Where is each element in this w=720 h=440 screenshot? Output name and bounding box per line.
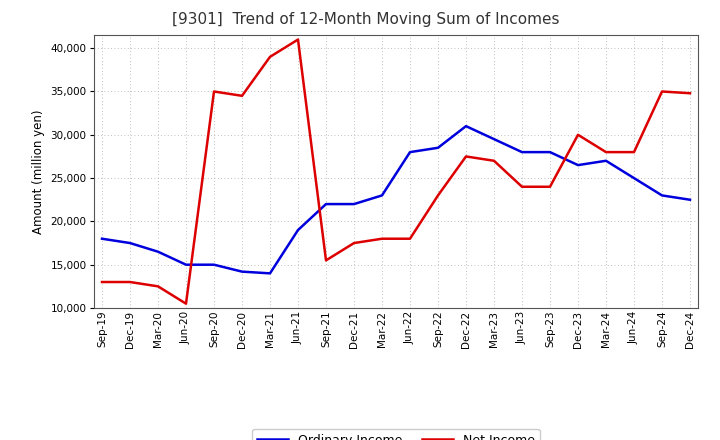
Ordinary Income [153, 249, 162, 254]
Net Income [126, 279, 135, 285]
Ordinary Income [210, 262, 218, 268]
Ordinary Income [181, 262, 190, 268]
Line: Net Income: Net Income [102, 40, 690, 304]
Ordinary Income [546, 150, 554, 155]
Net Income [630, 150, 639, 155]
Net Income [602, 150, 611, 155]
Net Income [433, 193, 442, 198]
Ordinary Income [266, 271, 274, 276]
Net Income [657, 89, 666, 94]
Net Income [490, 158, 498, 163]
Net Income [462, 154, 470, 159]
Ordinary Income [98, 236, 107, 242]
Ordinary Income [433, 145, 442, 150]
Legend: Ordinary Income, Net Income: Ordinary Income, Net Income [252, 429, 540, 440]
Ordinary Income [490, 136, 498, 142]
Net Income [181, 301, 190, 306]
Ordinary Income [602, 158, 611, 163]
Net Income [546, 184, 554, 189]
Ordinary Income [405, 150, 414, 155]
Net Income [210, 89, 218, 94]
Line: Ordinary Income: Ordinary Income [102, 126, 690, 273]
Net Income [153, 284, 162, 289]
Ordinary Income [238, 269, 246, 274]
Ordinary Income [350, 202, 359, 207]
Net Income [378, 236, 387, 242]
Ordinary Income [518, 150, 526, 155]
Ordinary Income [126, 240, 135, 246]
Net Income [574, 132, 582, 137]
Y-axis label: Amount (million yen): Amount (million yen) [32, 110, 45, 234]
Net Income [322, 258, 330, 263]
Net Income [98, 279, 107, 285]
Ordinary Income [322, 202, 330, 207]
Net Income [518, 184, 526, 189]
Net Income [238, 93, 246, 99]
Ordinary Income [630, 176, 639, 181]
Net Income [405, 236, 414, 242]
Net Income [294, 37, 302, 42]
Ordinary Income [462, 124, 470, 129]
Text: [9301]  Trend of 12-Month Moving Sum of Incomes: [9301] Trend of 12-Month Moving Sum of I… [172, 12, 559, 27]
Net Income [350, 240, 359, 246]
Ordinary Income [685, 197, 694, 202]
Ordinary Income [378, 193, 387, 198]
Net Income [685, 91, 694, 96]
Net Income [266, 54, 274, 59]
Ordinary Income [294, 227, 302, 233]
Ordinary Income [574, 162, 582, 168]
Ordinary Income [657, 193, 666, 198]
